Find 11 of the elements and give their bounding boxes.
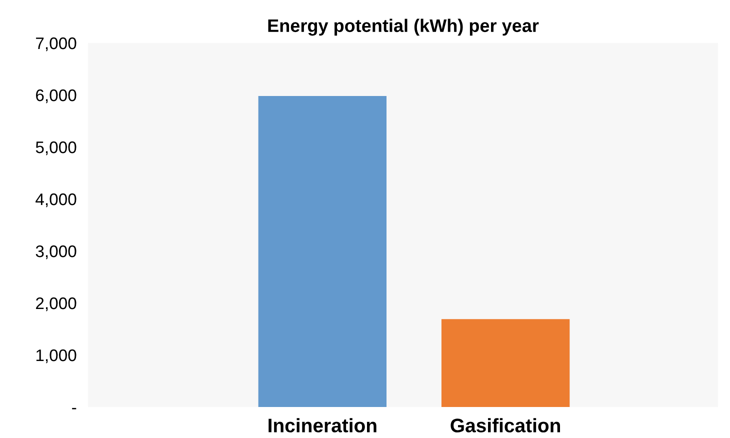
- chart-title: Energy potential (kWh) per year: [268, 18, 539, 36]
- x-tick-label: Gasification: [450, 418, 560, 432]
- y-tick-label: 4,000: [36, 193, 76, 208]
- x-tick-label: Incineration: [268, 418, 376, 432]
- y-tick-label: 6,000: [36, 89, 76, 104]
- y-tick-label: 3,000: [36, 245, 76, 260]
- y-tick-label: -: [72, 408, 76, 410]
- y-tick-label: 7,000: [36, 37, 76, 52]
- y-tick-label: 5,000: [36, 141, 76, 156]
- y-tick-label: 2,000: [36, 297, 76, 312]
- y-tick-label: 1,000: [36, 349, 76, 364]
